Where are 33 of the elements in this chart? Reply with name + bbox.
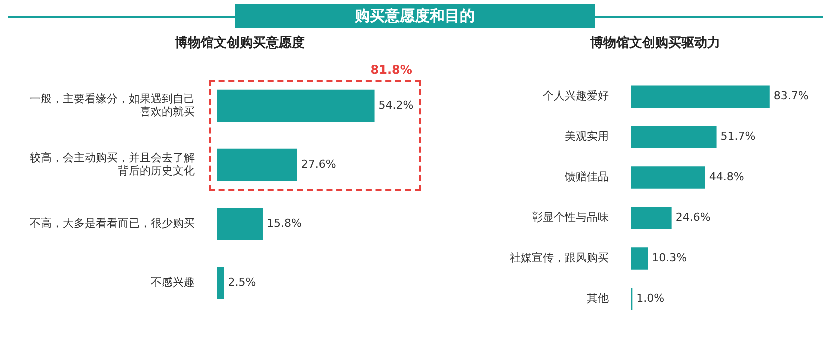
y-tick-label: 不高，大多是看看而已，很少购买	[30, 217, 195, 230]
y-tick-label: 彰显个性与品味	[532, 211, 609, 224]
bar	[631, 126, 717, 148]
data-label: 10.3%	[652, 252, 688, 265]
data-label: 54.2%	[378, 98, 414, 112]
y-tick-label: 较高，会主动购买，并且会去了解背后的历史文化	[30, 151, 195, 178]
bar	[217, 267, 224, 300]
data-label: 15.8%	[266, 217, 302, 230]
bar	[631, 166, 706, 189]
data-label: 51.7%	[720, 130, 756, 144]
data-label: 2.5%	[228, 276, 256, 290]
bar	[631, 248, 648, 270]
y-tick-label: 美观实用	[565, 130, 609, 144]
text: 购买意愿度和目的	[235, 4, 595, 28]
data-label: 83.7%	[774, 90, 809, 103]
bar	[217, 90, 375, 122]
y-tick-label: 个人兴趣爱好	[543, 90, 609, 103]
y-tick-label: 其他	[587, 292, 609, 306]
data-label: 1.0%	[636, 292, 665, 306]
y-tick-label: 馈赠佳品	[564, 170, 609, 184]
bar	[631, 86, 770, 108]
data-label: 44.8%	[709, 170, 744, 184]
data-label: 27.6%	[301, 158, 336, 172]
annotation: 81.8%	[370, 62, 412, 77]
chart-subtitle: 博物馆文创购买意愿度	[174, 34, 306, 52]
data-label: 24.6%	[676, 211, 711, 224]
y-tick-label: 不感兴趣	[151, 276, 195, 290]
y-tick-label: 一般，主要看缘分，如果遇到自己喜欢的就买	[30, 92, 195, 119]
bar	[217, 208, 263, 240]
bar	[631, 207, 672, 230]
chart-title: 博物馆文创购买驱动力	[590, 34, 722, 52]
y-tick-label: 社媒宣传，跟风购买	[510, 252, 609, 265]
bar	[217, 148, 298, 182]
